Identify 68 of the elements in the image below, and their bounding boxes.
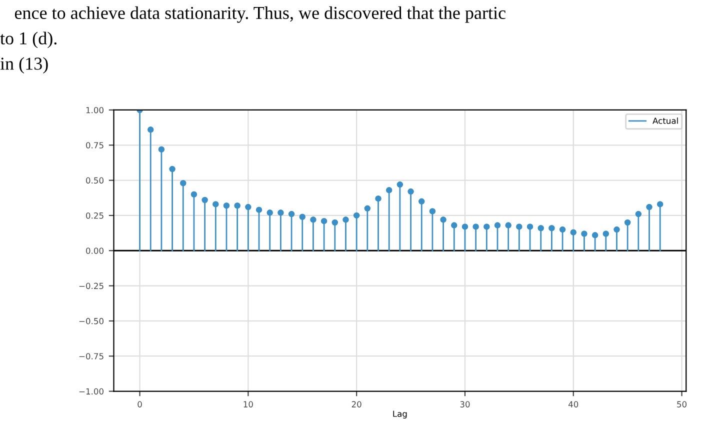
y-tick-label: −0.50 bbox=[79, 318, 104, 324]
legend-label: Actual bbox=[652, 117, 678, 124]
text: to 1 (d). bbox=[0, 32, 56, 48]
point bbox=[299, 214, 306, 220]
point bbox=[147, 126, 154, 133]
point bbox=[440, 216, 446, 223]
point bbox=[548, 225, 555, 232]
text: ence to achieve data stationarity. Thus, we discovered that the partic bbox=[14, 6, 506, 23]
point bbox=[462, 224, 468, 230]
text: in (13) bbox=[0, 57, 48, 74]
point bbox=[494, 222, 501, 228]
point bbox=[245, 204, 252, 210]
point bbox=[396, 181, 404, 188]
point bbox=[320, 218, 328, 224]
point bbox=[592, 232, 598, 238]
point bbox=[614, 226, 620, 233]
point bbox=[332, 219, 338, 226]
point bbox=[538, 225, 544, 232]
x-tick-label: 20 bbox=[352, 401, 362, 408]
y-tick-label: 0.00 bbox=[86, 248, 104, 254]
point bbox=[646, 204, 652, 210]
point bbox=[559, 226, 566, 233]
point bbox=[190, 191, 198, 198]
point bbox=[581, 230, 588, 237]
x-tick-label: 50 bbox=[677, 401, 687, 408]
point bbox=[656, 201, 664, 208]
point bbox=[158, 146, 165, 152]
point bbox=[342, 216, 349, 223]
point bbox=[278, 210, 284, 216]
x-tick-label: 30 bbox=[460, 401, 470, 408]
x-axis-title: Lag bbox=[393, 410, 407, 419]
point bbox=[624, 219, 631, 226]
point bbox=[223, 202, 230, 209]
y-tick-label: −1.00 bbox=[79, 388, 104, 395]
point bbox=[353, 212, 360, 219]
point bbox=[266, 210, 273, 216]
point bbox=[451, 222, 458, 228]
point bbox=[602, 230, 610, 237]
y-tick-label: 0.50 bbox=[86, 177, 104, 184]
point bbox=[256, 206, 262, 213]
point bbox=[202, 196, 208, 204]
point bbox=[516, 224, 522, 230]
point bbox=[570, 229, 577, 236]
point bbox=[635, 210, 642, 218]
point bbox=[386, 187, 392, 194]
point bbox=[180, 180, 186, 186]
y-tick-label: 0.25 bbox=[86, 212, 104, 219]
point bbox=[505, 222, 512, 228]
point bbox=[212, 201, 219, 208]
point bbox=[310, 216, 316, 223]
x-tick-label: 0 bbox=[138, 401, 142, 408]
point bbox=[169, 166, 176, 172]
point bbox=[364, 205, 371, 212]
point bbox=[472, 224, 479, 230]
point bbox=[429, 208, 436, 214]
point bbox=[526, 224, 534, 230]
point bbox=[288, 210, 295, 218]
y-tick-label: 1.00 bbox=[86, 106, 104, 114]
point bbox=[418, 198, 425, 205]
point bbox=[375, 195, 382, 202]
y-tick-label: 0.75 bbox=[86, 142, 104, 148]
point bbox=[234, 202, 240, 209]
x-tick-label: 10 bbox=[244, 401, 253, 408]
x-tick-label: 40 bbox=[568, 401, 578, 408]
point bbox=[408, 188, 414, 195]
y-tick-label: −0.25 bbox=[79, 282, 104, 290]
point bbox=[484, 224, 490, 230]
y-tick-label: −0.75 bbox=[79, 353, 104, 360]
